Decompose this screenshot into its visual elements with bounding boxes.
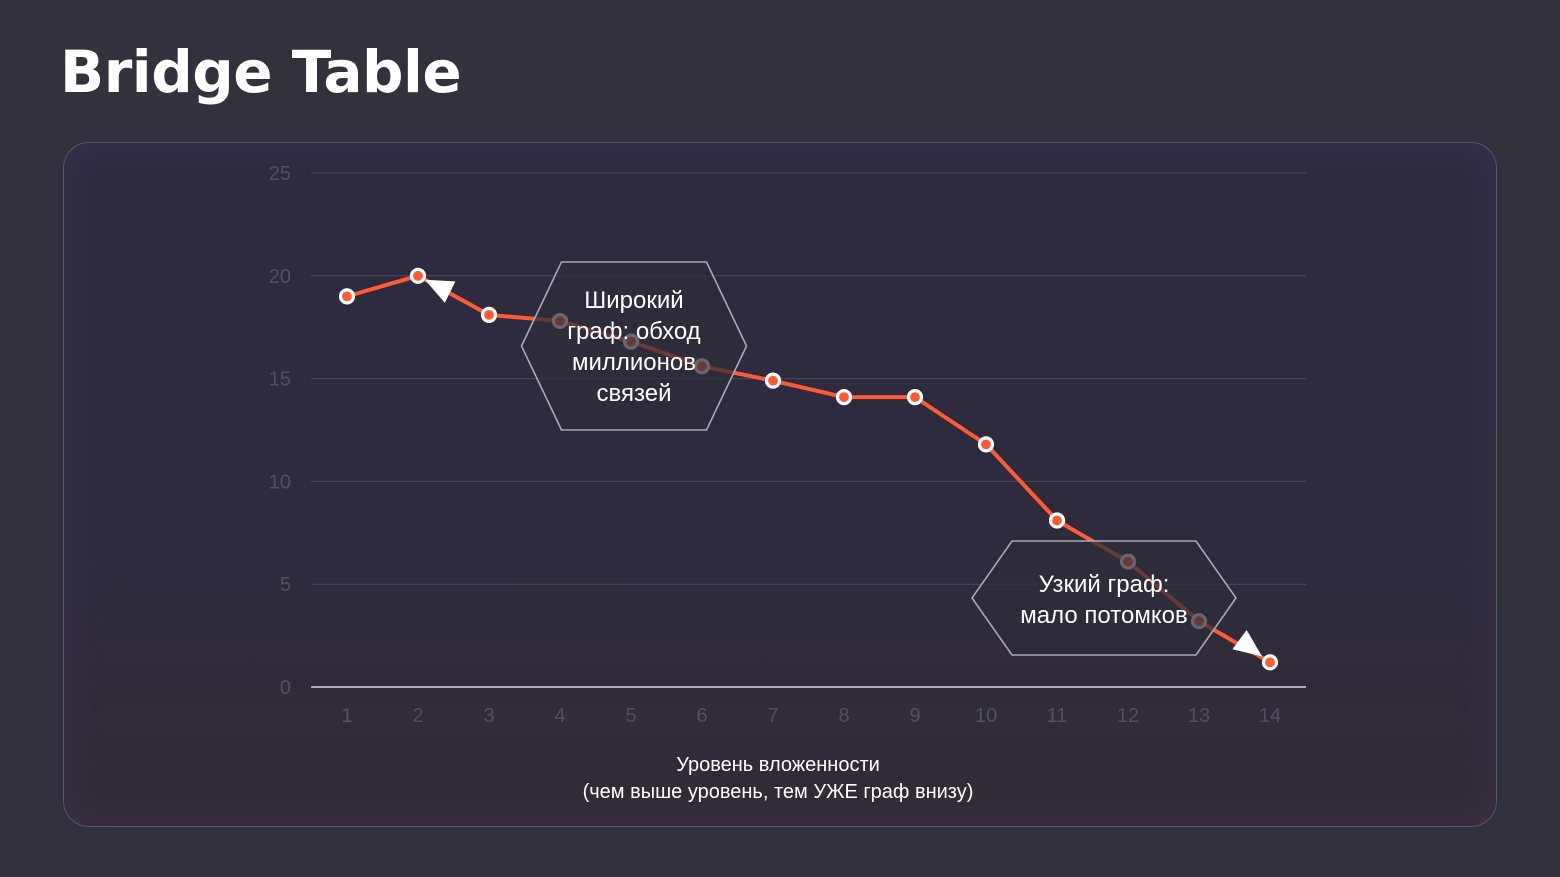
slide-title: Bridge Table: [60, 38, 462, 106]
x-tick-label: 9: [909, 705, 920, 727]
callout-wide-graph: [520, 261, 748, 431]
data-point: [977, 436, 995, 453]
data-point: [764, 372, 782, 389]
chart-panel: 0 5 10 15 20 25 1 2 3 4 5 6 7 8 9 10 11 12 13 14 Уровень вло…: [63, 142, 1497, 827]
x-tick-label: 2: [412, 705, 423, 727]
callout-narrow-graph-text: мало потомков: [1020, 602, 1187, 629]
y-tick-label: 15: [269, 369, 291, 391]
x-tick-label: 3: [483, 705, 494, 727]
data-point: [1048, 512, 1066, 529]
y-tick-label: 5: [280, 574, 291, 596]
x-axis-label: Уровень вложенности: [676, 754, 880, 776]
callout-wide-graph-text: миллионов: [572, 349, 696, 376]
data-point: [338, 288, 356, 305]
callout-narrow-graph-text: Узкий граф:: [1039, 571, 1170, 598]
x-tick-label: 10: [975, 705, 997, 727]
callout-wide-graph-text: Широкий: [584, 287, 683, 314]
y-tick-label: 0: [280, 677, 291, 699]
callout-wide-graph-text: граф: обход: [567, 318, 700, 345]
callout-wide-graph-arrow: [425, 279, 456, 303]
data-point: [1261, 654, 1279, 671]
x-tick-label: 8: [838, 705, 849, 727]
x-tick-label: 11: [1047, 705, 1068, 727]
callout-narrow-graph-arrow: [1232, 629, 1262, 657]
callout-narrow-graph: [971, 540, 1237, 656]
x-tick-label: 6: [696, 705, 707, 727]
y-tick-label: 10: [269, 471, 291, 493]
x-tick-label: 4: [554, 705, 565, 727]
x-tick-label: 5: [625, 705, 636, 727]
x-tick-label: 12: [1117, 705, 1139, 727]
x-tick-label: 14: [1259, 705, 1281, 727]
y-tick-label: 25: [269, 163, 291, 185]
data-point: [835, 389, 853, 406]
x-tick-label: 1: [341, 705, 352, 727]
callout-wide-graph-text: связей: [597, 380, 672, 407]
x-tick-label: 7: [767, 705, 778, 727]
data-point: [409, 267, 427, 284]
data-point: [906, 389, 924, 406]
x-tick-label: 13: [1188, 705, 1210, 727]
x-axis-label: (чем выше уровень, тем УЖЕ граф внизу): [583, 781, 974, 803]
data-point: [480, 306, 498, 323]
y-tick-label: 20: [269, 266, 291, 288]
